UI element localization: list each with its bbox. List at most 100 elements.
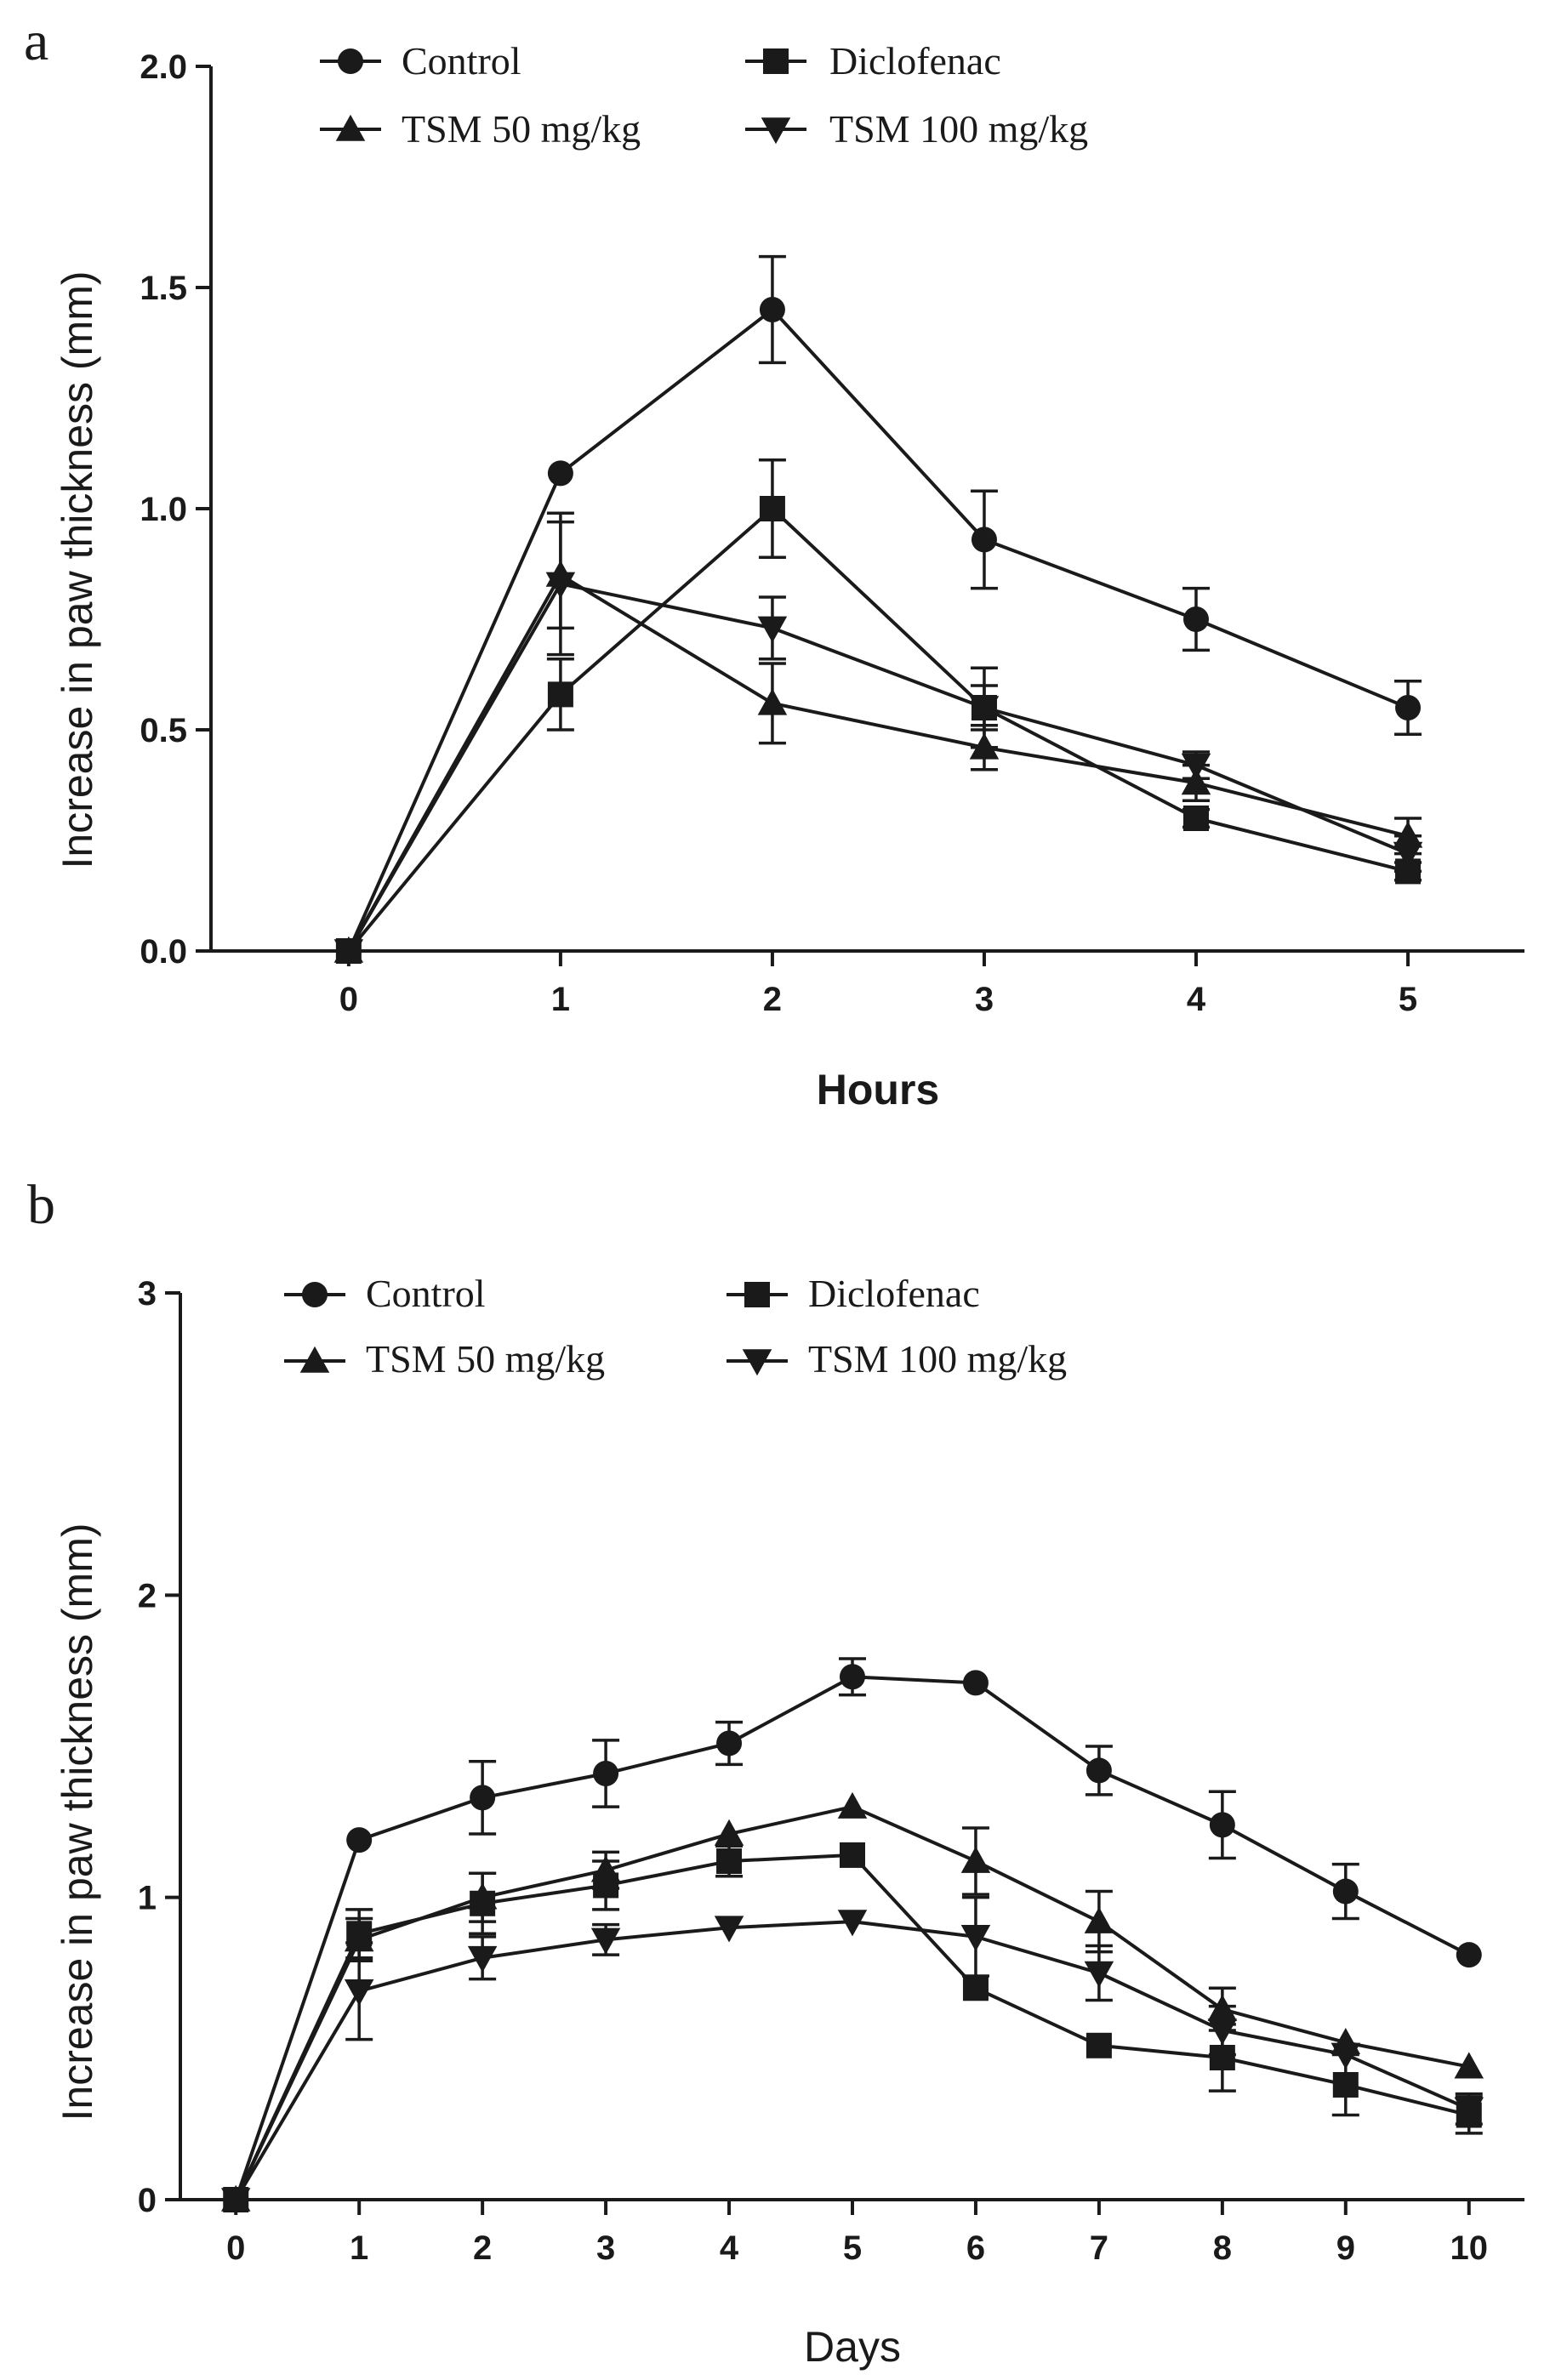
chart-a-legend-symbol [761,117,791,145]
chart-a-y-tick-label: 0.5 [140,712,187,749]
chart-b-point-tsm-100-mg-kg [1331,2042,1361,2070]
chart-b-series-control [223,1657,1482,2212]
chart-b-point-control [470,1785,496,1811]
chart-a-point-tsm-100-mg-kg [1393,841,1423,868]
chart-b-x-tick-label: 7 [1090,2229,1108,2267]
chart-a-legend-marker-diclofenac [745,48,806,74]
chart-b-x-tick-label: 4 [720,2229,739,2267]
chart-b-point-control [593,1760,619,1786]
chart-a-legend: Control Diclofenac TSM 50 mg/kg TSM 100 … [320,39,1088,151]
chart-b-point-tsm-100-mg-kg [220,2188,251,2215]
chart-b-point-control [716,1730,743,1757]
chart-b-legend-item-tsm-100: TSM 100 mg/kg [727,1337,1067,1381]
chart-b-x-tick-label: 6 [966,2229,985,2267]
chart-b-point-diclofenac [1086,2032,1112,2058]
chart-b-plot: 0 1 2 3 0 1 2 3 4 5 6 7 8 9 10 [138,1275,1524,2267]
chart-a-line-control [347,308,1409,952]
chart-b-point-tsm-100-mg-kg [837,1910,868,1937]
chart-a-point-diclofenac [547,681,573,708]
chart-a-point-control [1183,606,1209,632]
chart-a-point-tsm-100-mg-kg [333,939,364,966]
chart-b-point-control [1209,1812,1235,1838]
chart-a-point-tsm-50-mg-kg [1181,768,1211,795]
chart-a-series-diclofenac [335,458,1422,964]
chart-b-point-control [962,1670,989,1696]
chart-b-legend-marker-tsm-50 [284,1346,345,1373]
chart-b-line-control [234,1675,1470,2201]
chart-a-legend-marker-tsm-50 [320,114,381,141]
chart-b-y-tick-label: 3 [138,1275,157,1312]
chart-b-legend-marker-tsm-100 [727,1349,788,1376]
chart-a-point-tsm-50-mg-kg [757,688,788,715]
chart-a-x-tick-label: 5 [1399,981,1417,1018]
chart-b-x-tick-label: 3 [596,2229,615,2267]
chart-b-point-tsm-50-mg-kg [837,1791,868,1819]
chart-a-y-tick-label: 2.0 [140,48,187,86]
chart-a-y-tick-label: 1.0 [140,491,187,528]
chart-b-point-diclofenac [1332,2071,1359,2098]
panel-b-letter: b [27,1174,55,1236]
chart-b-point-tsm-50-mg-kg [1084,1906,1114,1933]
chart-a-plot: 0.0 0.5 1.0 1.5 2.0 0 1 2 3 4 5 [140,48,1524,1018]
chart-b-x-tick-label: 5 [843,2229,862,2267]
chart-a-legend-label-diclofenac: Diclofenac [829,39,1001,83]
panel-a-letter: a [24,10,48,72]
chart-a-line-diclofenac [347,507,1409,953]
chart-b-x-tick-label: 2 [473,2229,492,2267]
chart-b-legend-symbol [299,1346,330,1373]
chart-b-y-tick-label: 1 [138,1880,157,1917]
chart-a-line-tsm-100-mg-kg [347,582,1409,952]
chart-b-point-tsm-50-mg-kg [1454,2052,1484,2079]
panel-b: b 0 1 2 3 0 1 2 3 4 5 6 7 8 9 10 Days Increase in paw … [27,1174,1524,2371]
chart-b-point-tsm-100-mg-kg [344,1979,374,2007]
chart-a-x-tick-label: 3 [975,981,994,1018]
chart-a-point-tsm-100-mg-kg [969,696,1000,723]
chart-b-point-diclofenac [962,1975,989,2001]
chart-b-point-diclofenac [716,1848,743,1875]
chart-a-legend-item-tsm-100: TSM 100 mg/kg [745,107,1088,151]
chart-b-legend-item-control: Control [284,1272,486,1315]
chart-a-point-diclofenac [759,496,785,521]
chart-b-x-axis-label: Days [804,2323,901,2371]
chart-b-legend-symbol [744,1282,770,1307]
chart-a-legend-label-tsm-50: TSM 50 mg/kg [402,107,641,151]
chart-b-point-tsm-100-mg-kg [1084,1961,1114,1988]
chart-b-y-tick-label: 0 [138,2182,157,2219]
chart-b-point-tsm-100-mg-kg [960,1925,991,1952]
chart-b-legend-label-tsm-100: TSM 100 mg/kg [808,1337,1067,1381]
chart-b-point-tsm-50-mg-kg [467,1882,498,1910]
chart-b-legend-marker-control [284,1282,345,1307]
chart-a-legend-symbol [338,48,363,74]
chart-b-x-tick-label: 0 [226,2229,245,2267]
chart-b-legend-item-diclofenac: Diclofenac [727,1272,980,1315]
chart-b-legend-marker-diclofenac [727,1282,788,1307]
chart-a-point-tsm-100-mg-kg [757,616,788,643]
chart-a-x-axis-label: Hours [817,1066,939,1113]
chart-b-line-tsm-100-mg-kg [234,1920,1470,2201]
chart-b-point-control [1332,1878,1359,1905]
chart-a-point-control [547,460,573,487]
panel-a: a 0.0 0.5 1.0 1.5 2.0 0 1 2 3 4 5 Hours Increase i… [24,10,1524,1113]
chart-b-legend-symbol [742,1349,772,1376]
chart-b-legend: Control Diclofenac TSM 50 mg/kg TSM 100 … [284,1272,1067,1381]
chart-a-y-tick-label: 0.0 [140,933,187,971]
chart-b-x-tick-label: 8 [1213,2229,1232,2267]
chart-a-x-tick-label: 1 [551,981,570,1018]
chart-b-y-tick-label: 2 [138,1577,157,1614]
chart-a-y-axis-label: Increase in paw thickness (mm) [54,270,101,868]
chart-a-x-tick-label: 4 [1187,981,1206,1018]
chart-a-y-tick-label: 1.5 [140,270,187,307]
chart-a-legend-symbol [763,48,789,74]
chart-a-x-tick-label: 0 [339,981,358,1018]
chart-b-point-tsm-50-mg-kg [344,1925,374,1952]
chart-b-point-tsm-100-mg-kg [1454,2097,1484,2124]
chart-a-legend-label-tsm-100: TSM 100 mg/kg [829,107,1088,151]
chart-b-legend-label-diclofenac: Diclofenac [808,1272,980,1315]
chart-b-point-control [1456,1942,1482,1968]
chart-a-legend-marker-tsm-100 [745,117,806,145]
chart-b-point-tsm-100-mg-kg [467,1945,498,1973]
chart-b-legend-label-tsm-50: TSM 50 mg/kg [366,1337,605,1381]
chart-b-legend-symbol [302,1282,328,1307]
chart-b-point-tsm-50-mg-kg [590,1855,621,1882]
